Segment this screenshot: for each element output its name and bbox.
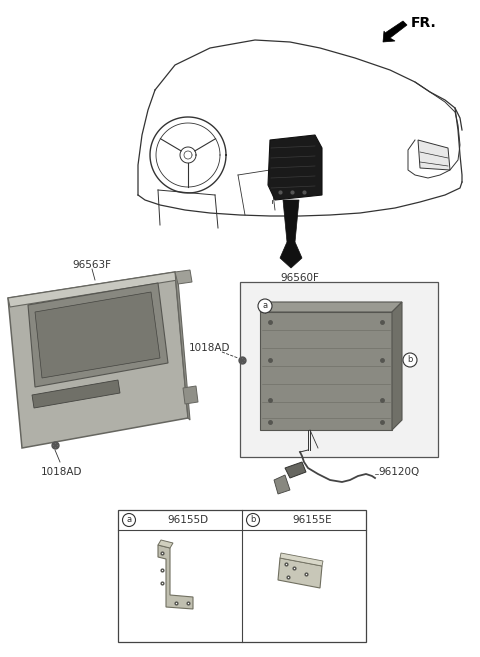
Circle shape [258, 299, 272, 313]
Polygon shape [278, 558, 322, 588]
Polygon shape [28, 283, 168, 387]
Polygon shape [392, 302, 402, 430]
Polygon shape [8, 272, 178, 307]
Text: 96155D: 96155D [168, 515, 209, 525]
Text: 96563F: 96563F [72, 260, 111, 270]
Polygon shape [260, 312, 392, 430]
Text: FR.: FR. [411, 16, 437, 30]
Polygon shape [183, 386, 198, 404]
Circle shape [403, 353, 417, 367]
Polygon shape [285, 462, 306, 478]
Polygon shape [35, 292, 160, 378]
Text: 96120Q: 96120Q [378, 467, 419, 477]
Text: 96560F: 96560F [280, 273, 319, 283]
Bar [240, 282, 438, 457]
Polygon shape [158, 545, 193, 609]
Polygon shape [260, 302, 402, 312]
Polygon shape [268, 135, 322, 200]
Text: a: a [263, 302, 267, 311]
Text: b: b [408, 355, 413, 365]
Text: 1018AD: 1018AD [189, 343, 231, 353]
Polygon shape [175, 270, 192, 284]
Text: b: b [250, 516, 256, 524]
Polygon shape [175, 272, 190, 420]
Polygon shape [158, 540, 173, 548]
Polygon shape [280, 553, 323, 566]
Circle shape [122, 514, 135, 526]
Polygon shape [8, 272, 188, 448]
Polygon shape [383, 21, 407, 42]
Text: a: a [126, 516, 132, 524]
Text: 1018AD: 1018AD [41, 467, 83, 477]
Bar [118, 510, 366, 642]
Text: 96155E: 96155E [292, 515, 332, 525]
Polygon shape [280, 200, 302, 268]
Polygon shape [32, 380, 120, 408]
Circle shape [247, 514, 260, 526]
Polygon shape [418, 140, 450, 170]
Polygon shape [274, 475, 290, 494]
